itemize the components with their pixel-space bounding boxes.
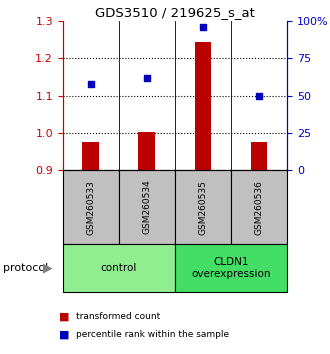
- Text: ▶: ▶: [43, 262, 53, 275]
- Bar: [195, 42, 211, 170]
- Bar: [63, 170, 119, 244]
- Text: transformed count: transformed count: [76, 312, 160, 321]
- Bar: [63, 244, 175, 292]
- Bar: [119, 170, 175, 244]
- Point: [200, 24, 206, 30]
- Text: protocol: protocol: [3, 263, 49, 273]
- Bar: [251, 142, 267, 170]
- Bar: [175, 244, 287, 292]
- Point: [144, 75, 149, 81]
- Text: percentile rank within the sample: percentile rank within the sample: [76, 330, 229, 339]
- Bar: [82, 142, 99, 170]
- Text: control: control: [101, 263, 137, 273]
- Point: [256, 93, 262, 98]
- Text: GSM260534: GSM260534: [142, 180, 151, 234]
- Text: CLDN1
overexpression: CLDN1 overexpression: [191, 257, 271, 279]
- Point: [88, 81, 93, 86]
- Bar: [139, 132, 155, 170]
- Title: GDS3510 / 219625_s_at: GDS3510 / 219625_s_at: [95, 6, 255, 19]
- Text: GSM260535: GSM260535: [198, 179, 208, 235]
- Text: ■: ■: [59, 312, 70, 322]
- Text: GSM260533: GSM260533: [86, 179, 95, 235]
- Bar: [175, 170, 231, 244]
- Text: ■: ■: [59, 330, 70, 339]
- Text: GSM260536: GSM260536: [254, 179, 264, 235]
- Bar: [231, 170, 287, 244]
